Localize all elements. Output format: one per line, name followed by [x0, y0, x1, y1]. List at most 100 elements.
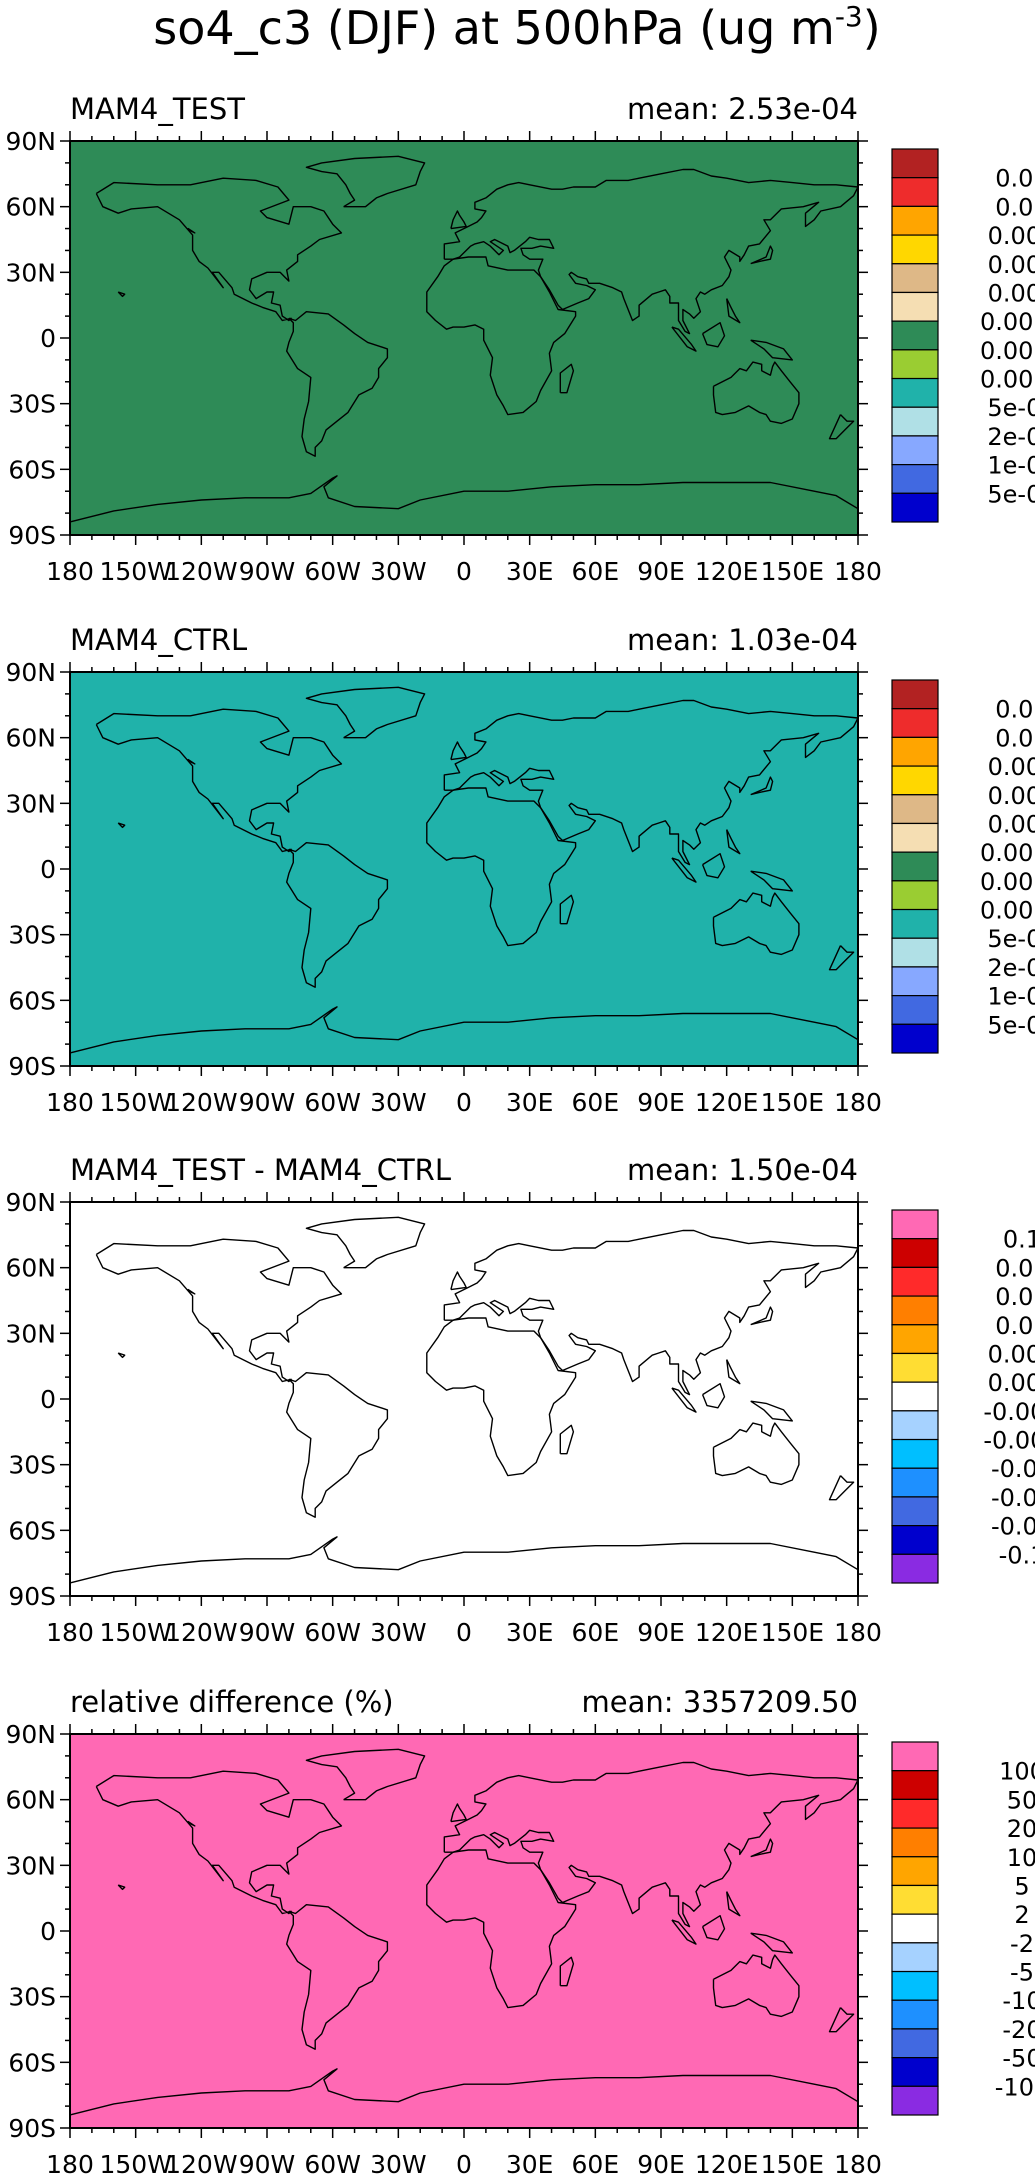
y-tick-label: 90N [5, 1188, 56, 1217]
coastline-8 [559, 1424, 575, 1455]
colorbar-label: 0.05 [995, 1254, 1035, 1282]
coastline-6 [69, 1536, 859, 1584]
colorbar-label: 0.0002 [980, 337, 1035, 365]
coastline-15 [117, 1352, 126, 1359]
colorbar-label: -0.005 [983, 1427, 1035, 1455]
coastline-1 [286, 311, 389, 457]
colorbar-label: 0.002 [988, 251, 1035, 279]
x-tick-label: 90E [637, 557, 685, 586]
colorbar-label: 0.02 [995, 696, 1035, 724]
coastline-4 [712, 1422, 800, 1486]
y-tick-label: 60N [5, 193, 56, 222]
x-tick-label: 150E [761, 2150, 825, 2175]
coastline-12 [750, 1306, 774, 1326]
x-tick-label: 120W [165, 2150, 237, 2175]
colorbar-label: -0.05 [991, 1513, 1035, 1541]
colorbar-swatch [891, 1209, 939, 1240]
map-background [70, 672, 858, 1066]
panel-title: MAM4_TEST - MAM4_CTRL [70, 1153, 451, 1187]
coastline-16 [187, 227, 196, 234]
x-tick-label: 180 [46, 557, 94, 586]
y-tick-label: 30N [5, 1319, 56, 1348]
y-tick-label: 60N [5, 1254, 56, 1283]
y-tick-label: 30S [8, 921, 56, 950]
colorbar-swatch [891, 1295, 939, 1326]
colorbar-label: 0.0005 [980, 308, 1035, 336]
colorbar-swatch [891, 1438, 939, 1469]
colorbar-swatch [891, 851, 939, 882]
coastline-5 [305, 155, 426, 208]
coastline-14 [828, 945, 855, 971]
coastline-6 [69, 1006, 859, 1054]
colorbar-label: -50 [1002, 2045, 1035, 2073]
y-tick-label: 0 [40, 1385, 56, 1414]
coastline-11 [750, 1400, 793, 1422]
x-tick-label: 180 [834, 557, 882, 586]
colorbar-label: 50 [1007, 1786, 1035, 1814]
colorbar-swatch [891, 1999, 939, 2030]
x-tick-label: 60W [304, 557, 361, 586]
colorbar-swatch [891, 464, 939, 494]
colorbar-swatch [891, 320, 939, 351]
colorbar-swatch [891, 435, 939, 466]
panel-mean: mean: 1.03e-04 [627, 623, 858, 657]
colorbar-label: -0.02 [991, 1484, 1035, 1512]
coastline-7 [450, 1803, 467, 1823]
coastline-4 [712, 1954, 800, 2018]
colorbar-swatch [891, 1770, 939, 1800]
coastline-5 [305, 686, 426, 739]
x-tick-label: 120E [695, 1088, 759, 1117]
colorbar-label: -20 [1002, 2016, 1035, 2044]
coastline-7 [450, 210, 467, 230]
y-tick-label: 30N [5, 1851, 56, 1880]
x-tick-label: 150W [99, 557, 171, 586]
panel-mean: mean: 2.53e-04 [627, 92, 858, 126]
coastline-6 [69, 475, 859, 523]
coastline-5 [305, 1748, 426, 1801]
colorbar-swatch [891, 966, 939, 997]
coastline-16 [187, 758, 196, 765]
x-tick-label: 0 [456, 1618, 472, 1647]
x-tick-label: 30W [370, 557, 427, 586]
coastline-13 [726, 1891, 741, 1917]
panel-title: relative difference (%) [70, 1685, 394, 1719]
colorbar-label: -5 [1010, 1959, 1034, 1987]
x-tick-label: 0 [456, 2150, 472, 2175]
x-tick-label: 0 [456, 1088, 472, 1117]
y-tick-label: 90S [8, 2114, 56, 2143]
colorbar-label: 2e-05 [987, 423, 1035, 451]
x-tick-label: 180 [834, 1618, 882, 1647]
colorbar-label: 100 [999, 1758, 1035, 1786]
x-tick-label: 120W [165, 1618, 237, 1647]
y-tick-label: 90N [5, 1720, 56, 1749]
x-tick-label: 90W [239, 1618, 296, 1647]
colorbar-swatch [891, 2085, 939, 2116]
x-tick-label: 150W [99, 2150, 171, 2175]
colorbar-swatch [891, 1352, 939, 1383]
coastline-9 [671, 857, 697, 883]
y-tick-label: 60S [8, 2048, 56, 2077]
panel-4: relative difference (%) mean: 3357209.50 9… [5, 1685, 1035, 2175]
colorbar-swatch [891, 1381, 939, 1412]
x-tick-label: 150E [761, 1618, 825, 1647]
x-tick-label: 60E [572, 557, 620, 586]
y-tick-label: 90N [5, 658, 56, 687]
coastline-3 [443, 168, 859, 335]
coastline-10 [701, 1383, 726, 1409]
colorbar-label: 0.02 [995, 165, 1035, 193]
x-tick-label: 180 [46, 1618, 94, 1647]
colorbar-swatch [891, 2028, 939, 2059]
x-tick-label: 150E [761, 1088, 825, 1117]
coastline-1 [286, 1372, 389, 1518]
colorbar-swatch [891, 1266, 939, 1297]
x-tick-label: 60E [572, 2150, 620, 2175]
colorbar-label: 5e-06 [987, 1011, 1035, 1039]
y-tick-label: 60S [8, 1516, 56, 1545]
colorbar-swatch [891, 679, 939, 710]
y-tick-label: 0 [40, 855, 56, 884]
colorbar-label: -100 [995, 2073, 1035, 2101]
colorbar-label: 0.01 [995, 1312, 1035, 1340]
coastline-15 [117, 291, 126, 298]
colorbar-swatch [891, 1827, 939, 1858]
colorbar-swatch [891, 880, 939, 911]
